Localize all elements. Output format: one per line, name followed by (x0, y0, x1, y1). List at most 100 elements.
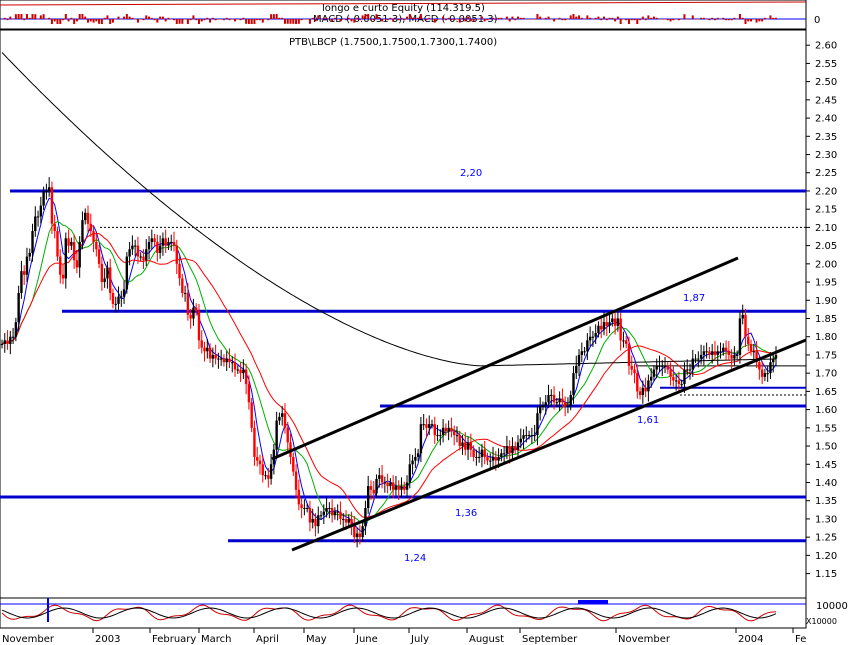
macd-bar (131, 17, 134, 19)
macd-bar (689, 19, 691, 20)
macd-bar (356, 17, 359, 19)
price-bar-body (577, 354, 581, 366)
macd-bar (455, 19, 458, 20)
macd-bar (719, 19, 722, 20)
macd-bar (386, 19, 389, 21)
price-bar-body (192, 307, 195, 319)
macd-bar (400, 17, 403, 19)
macd-bar (611, 17, 614, 19)
price-bar-body (383, 482, 387, 484)
macd-bar (23, 19, 26, 21)
macd-bar (192, 15, 195, 19)
macd-bar (622, 19, 625, 20)
macd-bar (153, 19, 156, 21)
macd-bar (633, 19, 636, 21)
y-tick-label: 1.40 (815, 478, 837, 489)
macd-bar (314, 19, 317, 22)
price-bar-body (375, 478, 378, 494)
price-bar-body (319, 515, 323, 517)
macd-bar (397, 19, 400, 21)
price-bar-body (669, 369, 672, 377)
macd-bar (256, 19, 259, 21)
macd-bar (469, 19, 472, 22)
macd-bar (458, 19, 461, 23)
macd-bar (553, 19, 556, 22)
price-bar-body (342, 518, 345, 520)
price-bar-body (170, 241, 173, 243)
price-bar-body (630, 365, 633, 370)
price-bar-body (164, 238, 167, 246)
price-bar-body (347, 518, 350, 523)
macd-bar (150, 17, 153, 19)
macd-bar (28, 17, 31, 19)
price-bar-body (638, 391, 642, 396)
price-bar-body (3, 340, 6, 345)
level-label: 1,24 (404, 553, 426, 564)
macd-bar (189, 19, 192, 21)
price-bar-body (183, 292, 187, 294)
price-bar-body (516, 442, 520, 450)
price-bar-body (597, 325, 600, 334)
price-bar-body (389, 482, 392, 487)
price-bar-body (649, 376, 653, 381)
macd-bar (372, 19, 375, 21)
macd-bar (203, 19, 206, 21)
price-bar-body (142, 256, 145, 261)
price-bar-body (566, 405, 570, 407)
macd-bar (206, 17, 209, 19)
price-bar-body (464, 442, 467, 450)
price-bar-body (355, 533, 359, 538)
price-bar-body (333, 511, 337, 516)
price-bar-body (758, 362, 761, 370)
price-bar-body (738, 318, 742, 355)
price-bar-body (713, 351, 717, 355)
price-bar-body (430, 424, 434, 426)
macd-bar (181, 19, 184, 24)
macd-bar (447, 17, 450, 19)
price-bar-body (408, 464, 412, 483)
price-bar-body (575, 365, 578, 374)
macd-bar (283, 19, 286, 24)
macd-bar (136, 19, 139, 23)
macd-bar (392, 19, 395, 22)
macd-bar (677, 19, 680, 21)
macd-bar (575, 16, 578, 19)
macd-bar (694, 19, 697, 20)
macd-bar (75, 19, 78, 22)
price-bar-body (705, 351, 708, 353)
y-tick-label: 1.65 (815, 387, 837, 398)
macd-bar (758, 19, 761, 22)
macd-bar (275, 14, 278, 19)
macd-bar (716, 17, 719, 19)
macd-bar (73, 19, 76, 24)
price-bar-body (14, 322, 18, 337)
price-bar-body (747, 336, 750, 345)
price-bar-body (59, 256, 62, 275)
macd-bar (605, 19, 608, 21)
macd-bar (123, 16, 126, 19)
macd-bar (691, 15, 694, 19)
price-bar-body (20, 271, 23, 293)
macd-bar (672, 19, 675, 21)
macd-bar (300, 19, 303, 21)
price-bar-body (674, 380, 678, 382)
price-bar-body (760, 369, 764, 377)
price-bar-body (608, 322, 611, 326)
x-tick-label: May (306, 634, 327, 645)
price-bar-body (489, 460, 492, 462)
price-bar-body (452, 431, 456, 436)
price-bar-body (619, 318, 622, 341)
y-tick-label: 1.35 (815, 496, 837, 507)
macd-bar (641, 16, 644, 19)
macd-bar (170, 19, 173, 20)
x-tick-label: August (469, 634, 504, 645)
macd-bar (156, 19, 159, 23)
y-tick-label: 2.55 (815, 59, 837, 70)
y-tick-label: 1.55 (815, 423, 837, 434)
price-bar-body (253, 427, 256, 457)
level-label: 1,87 (683, 293, 705, 304)
macd-bar (744, 19, 747, 24)
macd-bar (763, 17, 766, 19)
price-bar-body (400, 486, 403, 490)
oscillator-spike (47, 598, 49, 622)
